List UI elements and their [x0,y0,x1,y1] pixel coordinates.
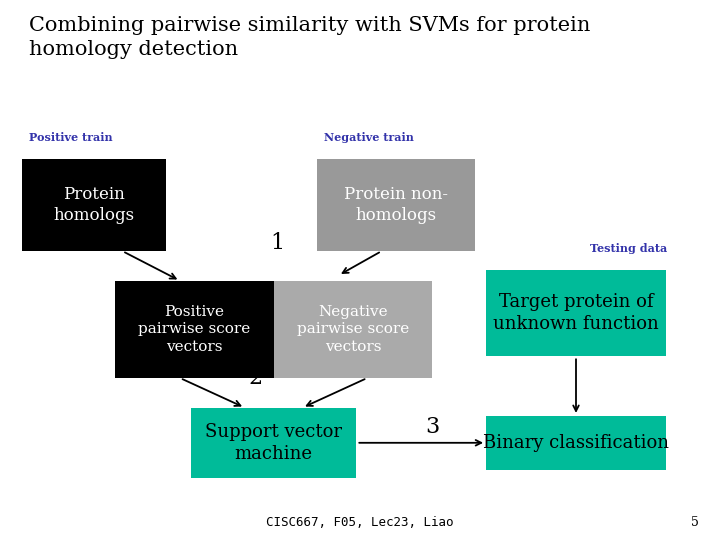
Text: CISC667, F05, Lec23, Liao: CISC667, F05, Lec23, Liao [266,516,454,529]
Bar [486,270,666,356]
Text: Support vector
machine: Support vector machine [205,423,342,463]
Text: Negative
pairwise score
vectors: Negative pairwise score vectors [297,305,409,354]
Bar [274,281,432,378]
Text: Positive train: Positive train [29,132,112,143]
Text: 5: 5 [690,516,698,529]
Text: 3: 3 [425,416,439,437]
Text: Combining pairwise similarity with SVMs for protein
homology detection: Combining pairwise similarity with SVMs … [29,16,590,59]
Text: Binary classification: Binary classification [483,434,669,452]
Bar [191,408,356,478]
Text: Protein non-
homologs: Protein non- homologs [344,186,448,224]
Bar [317,159,475,251]
Text: Testing data: Testing data [590,243,667,254]
Bar [486,416,666,470]
Bar [22,159,166,251]
Text: 1: 1 [270,232,284,254]
Text: Negative train: Negative train [324,132,414,143]
Text: Protein
homologs: Protein homologs [53,186,134,224]
Text: Positive
pairwise score
vectors: Positive pairwise score vectors [138,305,251,354]
Text: Target protein of
unknown function: Target protein of unknown function [493,293,659,333]
Text: 2: 2 [248,367,263,389]
Bar [115,281,274,378]
